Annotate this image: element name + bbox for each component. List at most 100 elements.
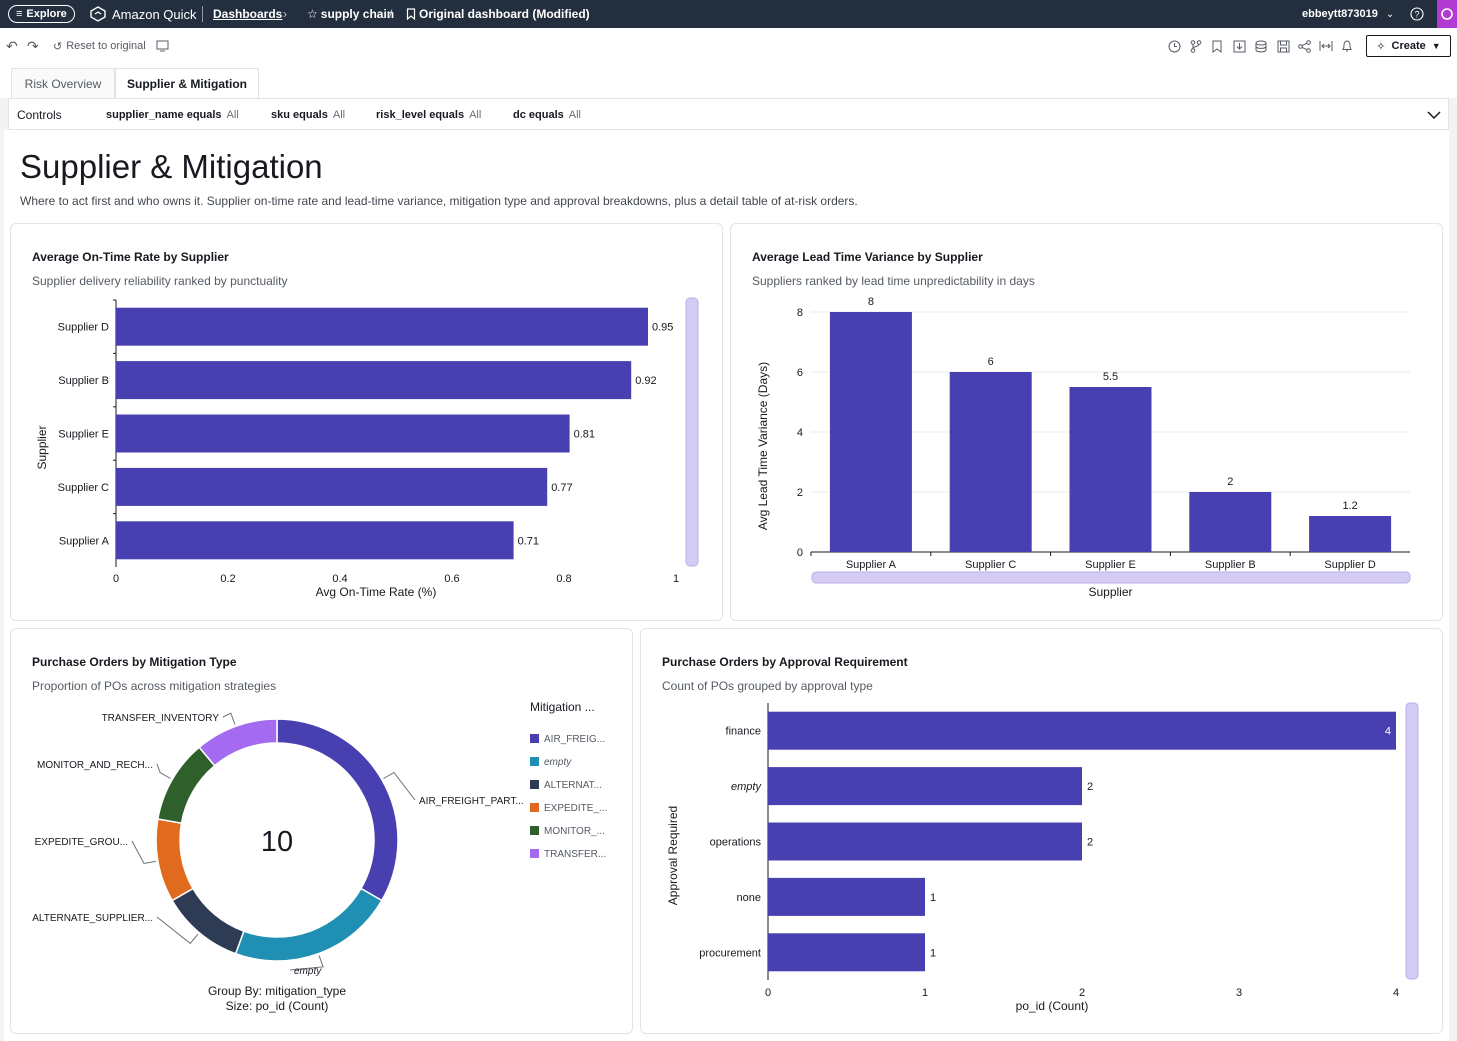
legend-swatch <box>530 826 539 835</box>
y-tick-label: 8 <box>797 307 803 319</box>
undo-icon[interactable]: ↶ <box>6 37 18 54</box>
filter-risk-level[interactable]: risk_level equals All <box>376 109 482 121</box>
tab-supplier-mitigation[interactable]: Supplier & Mitigation <box>115 68 259 98</box>
bar-supplier-e <box>116 414 570 453</box>
leader-line <box>383 771 416 801</box>
data-label: 0.92 <box>635 375 656 387</box>
slice-label: TRANSFER_INVENTORY <box>102 713 220 724</box>
assistant-icon[interactable] <box>1437 0 1457 28</box>
reset-icon: ↺ <box>53 40 63 53</box>
bar-empty <box>768 767 1082 806</box>
help-icon[interactable]: ? <box>1410 0 1424 28</box>
x-axis-title: Supplier <box>1088 585 1132 599</box>
page-description: Where to act first and who owns it. Supp… <box>20 194 858 208</box>
alert-bell-icon[interactable] <box>1341 28 1353 64</box>
slice-label: EXPEDITE_GROU... <box>35 837 128 848</box>
controls-label[interactable]: Controls <box>17 108 62 122</box>
category-label: Supplier A <box>846 559 897 571</box>
slice-label: empty <box>294 966 322 977</box>
category-label: Supplier E <box>58 429 109 441</box>
legend-item: EXPEDITE_... <box>544 803 607 814</box>
chevron-down-icon[interactable] <box>1427 99 1441 131</box>
menu-icon: ≡ <box>16 8 23 20</box>
x-tick-label: 3 <box>1236 987 1242 999</box>
filter-supplier-name[interactable]: supplier_name equals All <box>106 109 239 121</box>
explore-button[interactable]: ≡ Explore <box>8 0 75 28</box>
bar-none <box>768 877 925 916</box>
branch-icon[interactable] <box>1190 28 1202 64</box>
filter-sku[interactable]: sku equals All <box>271 109 346 121</box>
star-icon[interactable]: ☆ <box>307 7 318 21</box>
breadcrumb-dashboards[interactable]: Dashboards <box>213 7 283 21</box>
visual-mitigation-type[interactable] <box>10 628 633 1034</box>
chevron-right-icon: › <box>283 7 287 21</box>
data-label: 8 <box>868 296 874 308</box>
category-label: Supplier E <box>1085 559 1136 571</box>
slice-label: ALTERNATE_SUPPLIER... <box>32 913 153 924</box>
category-label: Supplier C <box>58 482 109 494</box>
filter-dc[interactable]: dc equals All <box>513 109 581 121</box>
fit-width-icon[interactable] <box>1319 28 1333 64</box>
clock-icon[interactable] <box>1168 28 1181 64</box>
create-button[interactable]: ✧ Create ▼ <box>1366 35 1451 57</box>
x-tick-label: 1 <box>922 987 928 999</box>
data-label: 2 <box>1227 476 1233 488</box>
category-label: Supplier A <box>59 535 110 547</box>
category-label: operations <box>710 837 762 849</box>
leader-line <box>156 916 199 945</box>
share-icon[interactable] <box>1298 28 1311 64</box>
legend-item: empty <box>544 757 572 768</box>
tab-risk-overview[interactable]: Risk Overview <box>11 68 115 98</box>
bar-supplier-c <box>949 372 1032 552</box>
data-label: 2 <box>1087 781 1093 793</box>
database-icon[interactable] <box>1255 28 1267 64</box>
legend-item: AIR_FREIG... <box>544 734 605 745</box>
data-label: 4 <box>1385 726 1391 738</box>
bookmark-icon[interactable] <box>1212 28 1222 64</box>
legend-item: TRANSFER... <box>544 849 606 860</box>
scrollbar-handle[interactable] <box>685 297 699 567</box>
group-by-caption: Group By: mitigation_type <box>208 984 346 998</box>
category-label: Supplier B <box>58 375 109 387</box>
screen-icon[interactable] <box>156 28 169 64</box>
legend-swatch <box>530 780 539 789</box>
legend-swatch <box>530 734 539 743</box>
visual-title: Purchase Orders by Approval Requirement <box>662 655 908 669</box>
legend-title: Mitigation ... <box>530 700 595 714</box>
x-axis-title: Avg On-Time Rate (%) <box>316 585 437 599</box>
x-tick-label: 0.8 <box>556 573 571 585</box>
visual-subtitle: Suppliers ranked by lead time unpredicta… <box>752 274 1035 288</box>
x-tick-label: 0.2 <box>220 573 235 585</box>
data-label: 1 <box>930 892 936 904</box>
bar-supplier-e <box>1069 387 1152 552</box>
x-tick-label: 4 <box>1393 987 1399 999</box>
breadcrumb-supply-chain[interactable]: ☆ supply chain <box>307 7 395 21</box>
save-icon[interactable] <box>1277 28 1290 64</box>
breadcrumb-current-dashboard: Original dashboard (Modified) <box>406 0 590 28</box>
redo-icon[interactable]: ↷ <box>27 37 39 54</box>
bookmark-icon <box>406 8 416 21</box>
bar-supplier-a <box>116 521 514 560</box>
bar-supplier-b <box>116 361 632 400</box>
user-menu[interactable]: ebbeytt873019 ⌄ <box>1302 0 1394 28</box>
category-label: procurement <box>699 947 761 959</box>
scrollbar-handle[interactable] <box>811 571 1411 584</box>
x-tick-label: 2 <box>1079 987 1085 999</box>
visual-title: Purchase Orders by Mitigation Type <box>32 655 237 669</box>
legend-swatch <box>530 849 539 858</box>
download-icon[interactable] <box>1233 28 1246 64</box>
reset-button[interactable]: ↺ Reset to original <box>53 40 146 53</box>
bar-procurement <box>768 933 925 972</box>
dashboard-toolbar: ↶ ↷ ↺ Reset to original <box>0 28 1457 64</box>
scrollbar-handle[interactable] <box>1405 702 1419 980</box>
x-tick-label: 0.4 <box>332 573 347 585</box>
bar-operations <box>768 822 1082 861</box>
app-logo[interactable]: Amazon Quick <box>90 0 197 28</box>
bar-supplier-d <box>116 307 648 346</box>
slice-label: AIR_FREIGHT_PART... <box>419 796 524 807</box>
category-label: finance <box>726 726 761 738</box>
y-axis-title: Supplier <box>35 425 49 469</box>
category-label: Supplier B <box>1205 559 1256 571</box>
data-label: 1 <box>930 947 936 959</box>
